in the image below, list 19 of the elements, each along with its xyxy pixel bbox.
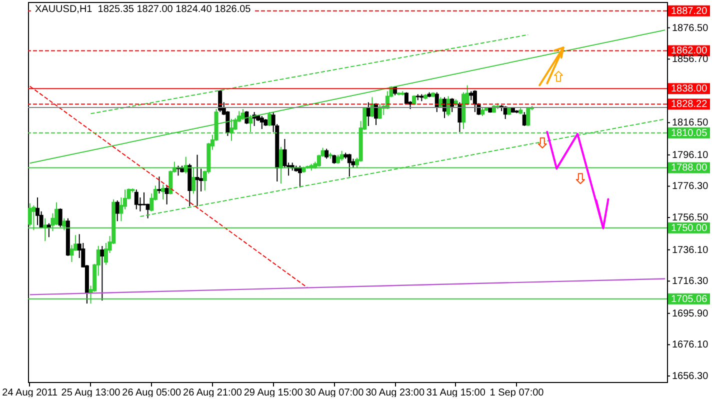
ref-line-label: 1788.00 [671, 162, 708, 174]
y-tick-label: 1776.30 [672, 181, 709, 192]
ref-line-label: 1828.22 [671, 99, 708, 110]
y-tick-label: 1816.50 [672, 118, 709, 129]
y-tick-label: 1695.90 [672, 308, 709, 320]
ref-line-label: 1838.00 [671, 84, 708, 95]
y-tick-label: 1716.30 [672, 276, 709, 288]
y-tick-label: 1756.50 [672, 212, 709, 224]
ref-line-label: 1705.06 [671, 294, 708, 305]
ref-line-label: 1887.20 [671, 6, 708, 17]
y-tick-label: 1796.10 [672, 150, 709, 161]
y-tick-label: 1856.70 [672, 54, 709, 66]
y-tick-label: 1876.50 [672, 22, 709, 34]
y-tick-label: 1736.10 [672, 244, 709, 256]
y-tick-label: 1676.10 [672, 340, 709, 351]
chart-title: XAUUSD,H1 1825.35 1827.00 1824.40 1826.05 [33, 4, 253, 15]
y-tick-label: 1656.30 [672, 370, 709, 382]
ref-line-label: 1810.05 [671, 128, 708, 139]
ref-line-label: 1750.00 [671, 222, 708, 234]
